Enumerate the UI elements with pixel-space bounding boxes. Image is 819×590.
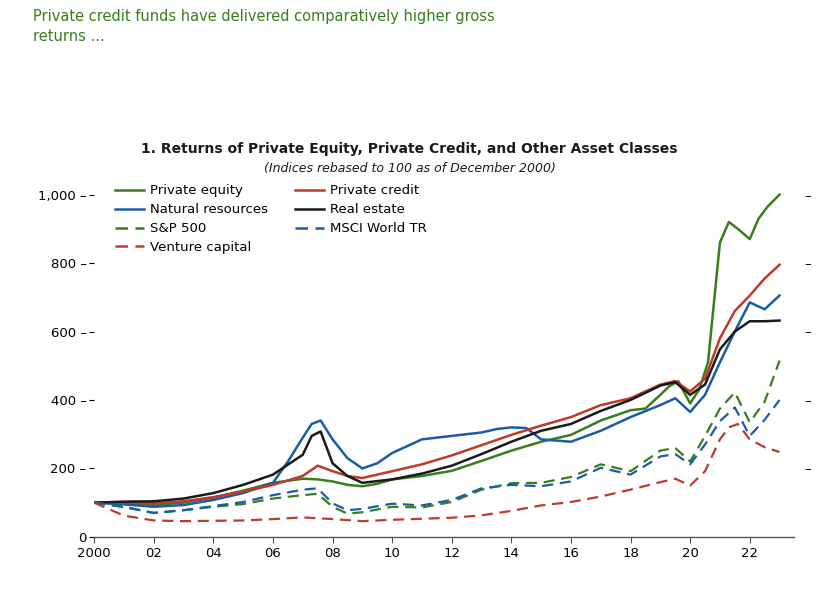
Text: 1. Returns of Private Equity, Private Credit, and Other Asset Classes: 1. Returns of Private Equity, Private Cr… [141,142,678,156]
Text: Private credit funds have delivered comparatively higher gross
returns ...: Private credit funds have delivered comp… [33,9,495,44]
Text: (Indices rebased to 100 as of December 2000): (Indices rebased to 100 as of December 2… [264,162,555,175]
Legend: Private equity, Natural resources, S&P 500, Venture capital, Private credit, Rea: Private equity, Natural resources, S&P 5… [115,184,428,254]
